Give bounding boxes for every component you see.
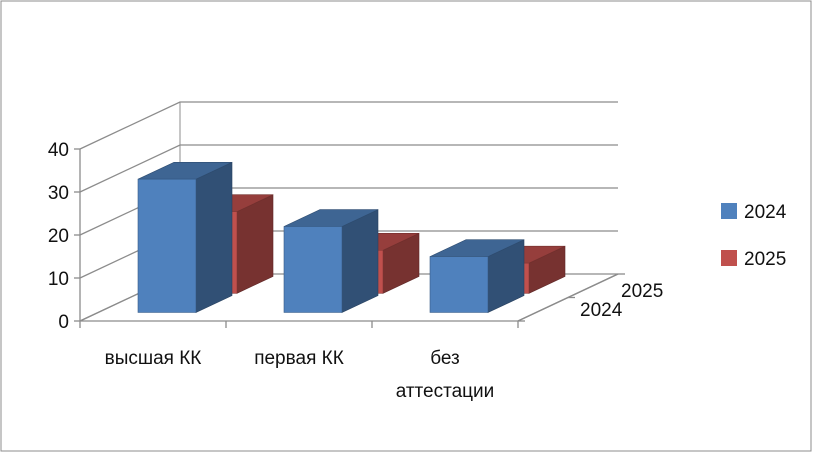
bar-front [283, 226, 343, 313]
legend-swatch-2024 [721, 203, 737, 219]
legend: 2024 2025 [721, 202, 787, 270]
bar-front [429, 256, 489, 313]
legend-label: 2025 [744, 249, 786, 270]
x-axis: высшая КК первая КК без аттестации [79, 321, 519, 402]
bar-side [341, 209, 379, 313]
gridline-30 [79, 144, 618, 193]
y-tick-label: 0 [58, 312, 69, 333]
bar-front [137, 178, 197, 313]
bars-series-1 [137, 161, 525, 313]
y-tick-label: 30 [48, 183, 69, 204]
bar-2024-3 [429, 239, 525, 313]
gridline-40 [79, 101, 618, 150]
legend-swatch-2025 [721, 250, 737, 266]
y-tick-label: 10 [48, 269, 69, 290]
bar-2024-2 [283, 209, 379, 313]
depth-tick-label: 2025 [621, 281, 663, 302]
x-tick-label: первая КК [254, 348, 344, 369]
legend-label: 2024 [744, 202, 787, 223]
depth-tick-label: 2024 [580, 300, 623, 321]
bar-side [195, 161, 233, 313]
y-tick-label: 40 [48, 140, 69, 161]
bar-side [236, 194, 274, 294]
y-tick-label: 20 [48, 226, 69, 247]
bar-2024-1 [137, 161, 233, 313]
x-tick-label: без аттестации [396, 348, 495, 402]
x-tick-label: высшая КК [105, 348, 202, 369]
y-axis: 0 10 20 30 40 [48, 140, 81, 333]
